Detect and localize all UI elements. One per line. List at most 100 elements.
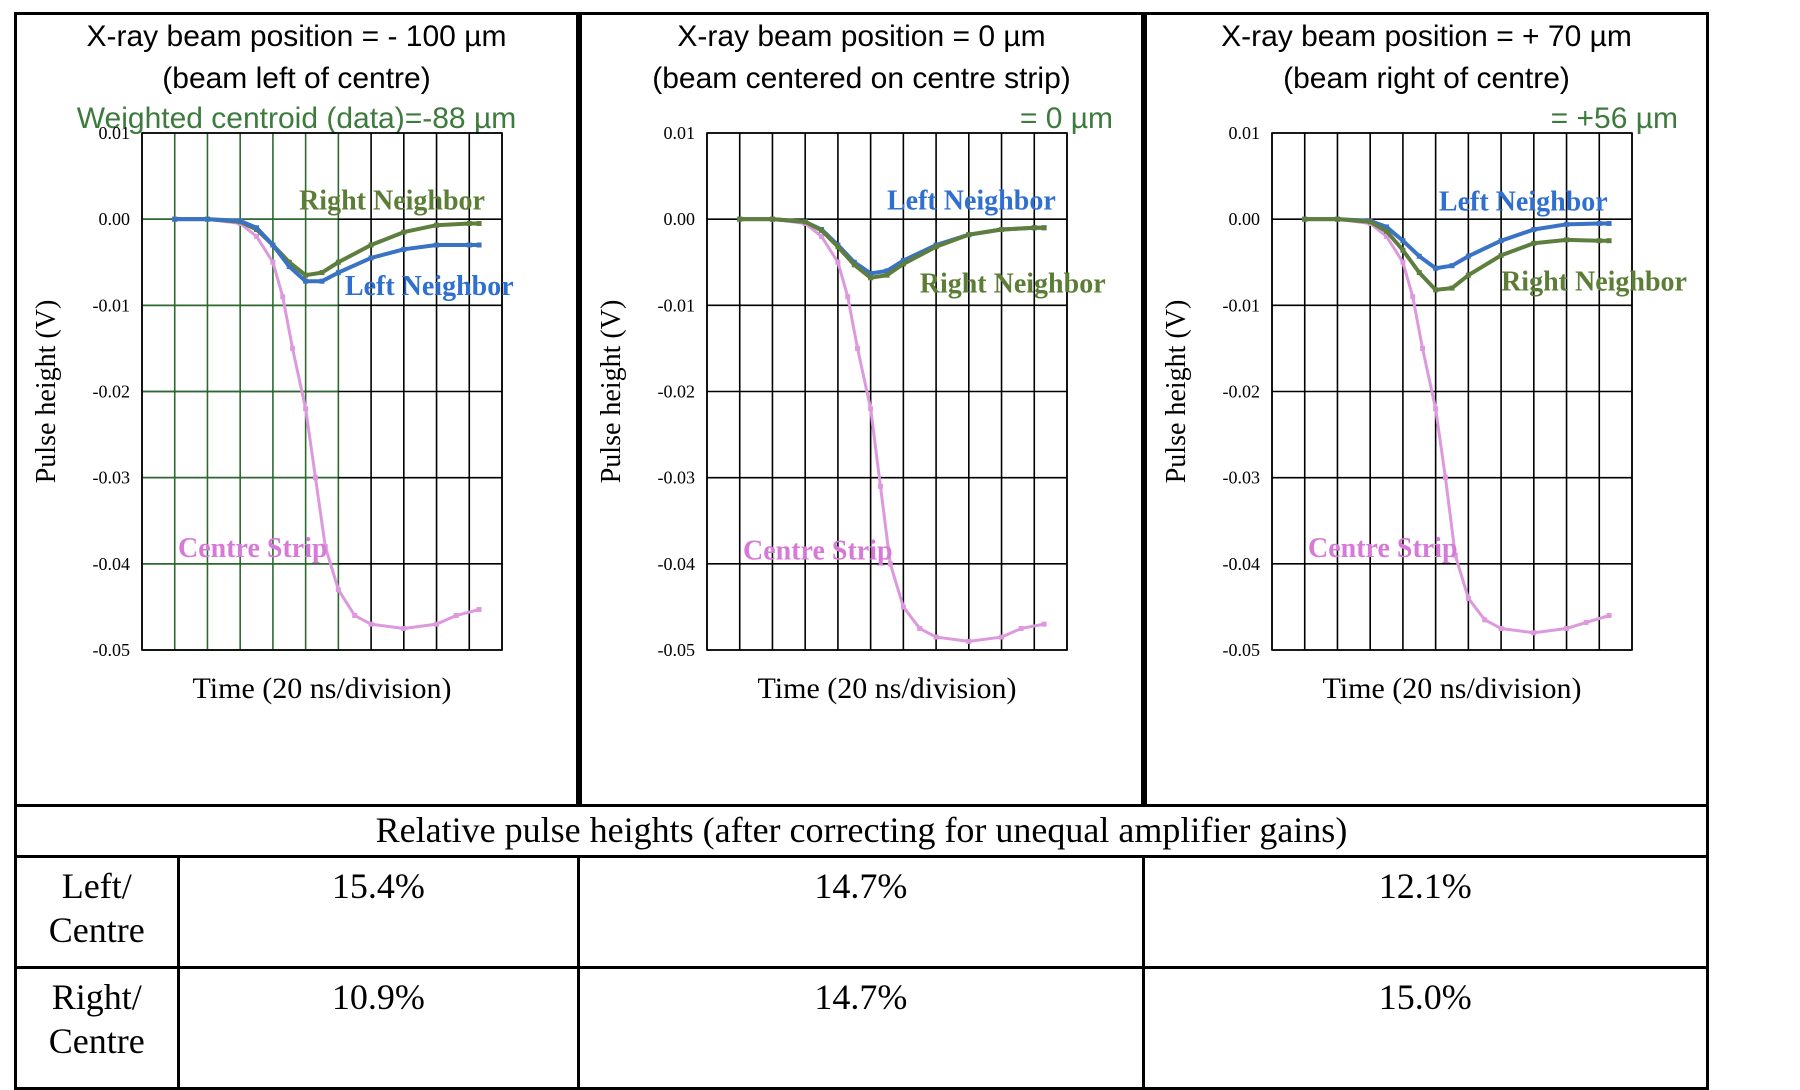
data-point xyxy=(737,216,743,222)
panel-centroid-text: = 0 µm xyxy=(1019,102,1113,135)
data-point xyxy=(254,233,260,239)
data-point xyxy=(835,259,841,265)
x-axis-label: Time (20 ns/division) xyxy=(1323,672,1582,705)
data-point xyxy=(1433,265,1439,271)
data-point xyxy=(1596,238,1602,244)
data-point xyxy=(476,242,482,248)
data-point xyxy=(368,255,374,261)
data-point xyxy=(1384,224,1390,230)
y-tick-label: 0.00 xyxy=(664,209,696,229)
table-row: Left/ Centre 15.4% 14.7% 12.1% xyxy=(14,855,1710,969)
table-cell: 14.7% xyxy=(577,966,1145,1090)
y-tick-label: 0.01 xyxy=(664,123,696,143)
y-tick-label: -0.02 xyxy=(93,382,131,402)
data-point xyxy=(476,607,482,613)
y-tick-label: 0.01 xyxy=(1229,123,1261,143)
y-tick-label: 0.01 xyxy=(99,123,131,143)
data-point xyxy=(401,246,407,252)
data-point xyxy=(1606,220,1612,226)
panel-header-line1: X-ray beam position = + 70 µm xyxy=(1221,20,1632,53)
panel-header-line2: (beam right of centre) xyxy=(1283,62,1570,95)
data-point xyxy=(1384,233,1390,239)
panel-header-line1: X-ray beam position = - 100 µm xyxy=(86,20,507,53)
y-axis-label: Pulse height (V) xyxy=(1161,300,1192,484)
data-point xyxy=(855,345,861,351)
data-point xyxy=(1384,228,1390,234)
data-point xyxy=(933,634,939,640)
data-point xyxy=(1416,270,1422,276)
panel-centroid-text: = +56 µm xyxy=(1550,102,1678,135)
data-point xyxy=(335,587,341,593)
data-point xyxy=(1531,227,1537,233)
data-point xyxy=(1416,253,1422,259)
data-point xyxy=(1433,406,1439,412)
y-tick-label: -0.02 xyxy=(658,382,696,402)
data-point xyxy=(286,264,292,270)
data-point xyxy=(1465,272,1471,278)
y-tick-label: -0.01 xyxy=(93,295,131,315)
data-point xyxy=(1531,240,1537,246)
series-line-left-neighbor xyxy=(1304,217,1610,271)
table-cell: 14.7% xyxy=(577,855,1145,969)
chart-panel-centre: X-ray beam position = 0 µm (beam centere… xyxy=(579,12,1144,807)
data-point xyxy=(1482,617,1488,623)
data-point xyxy=(1564,221,1570,227)
data-point xyxy=(312,475,318,481)
y-axis-label: Pulse height (V) xyxy=(596,300,627,484)
data-point xyxy=(335,270,341,276)
data-point xyxy=(1452,552,1458,558)
series-annotation: Left Neighbor xyxy=(1439,187,1608,218)
data-point xyxy=(466,242,472,248)
series-line-right-neighbor xyxy=(1304,217,1610,292)
panel-header-line2: (beam centered on centre strip) xyxy=(652,62,1071,95)
data-point xyxy=(401,625,407,631)
data-point xyxy=(303,278,309,284)
data-point xyxy=(322,544,328,550)
table-cell: 10.9% xyxy=(176,966,581,1090)
relative-pulse-table: Relative pulse heights (after correcting… xyxy=(14,804,1710,1090)
table-row: Right/ Centre 10.9% 14.7% 15.0% xyxy=(14,966,1710,1090)
data-point xyxy=(900,604,906,610)
data-point xyxy=(254,225,260,231)
plot-area-border xyxy=(141,132,503,651)
row-label-line2: Centre xyxy=(48,1021,145,1061)
data-point xyxy=(1334,216,1340,222)
plot-area-border xyxy=(706,132,1068,651)
series-annotation: Centre Strip xyxy=(1308,533,1458,564)
data-point xyxy=(401,229,407,235)
data-point xyxy=(819,233,825,239)
chart-panel-left: X-ray beam position = - 100 µm (beam lef… xyxy=(14,12,579,807)
y-tick-label: -0.03 xyxy=(658,468,696,488)
data-point xyxy=(1606,613,1612,619)
y-tick-label: -0.04 xyxy=(1223,554,1261,574)
y-tick-label: -0.03 xyxy=(1223,468,1261,488)
data-point xyxy=(303,272,309,278)
data-point xyxy=(368,621,374,627)
data-point xyxy=(172,216,178,222)
data-point xyxy=(1400,259,1406,265)
panel-centroid-text: Weighted centroid (data)=-88 µm xyxy=(76,102,517,135)
series-line-right-neighbor xyxy=(739,217,1045,280)
data-point xyxy=(1400,238,1406,244)
data-point xyxy=(1433,287,1439,293)
data-point xyxy=(280,294,286,300)
data-point xyxy=(270,242,276,248)
data-point xyxy=(835,244,841,250)
data-point xyxy=(434,621,440,627)
data-point xyxy=(1367,219,1373,225)
data-point xyxy=(1531,630,1537,636)
data-point xyxy=(237,218,243,224)
data-point xyxy=(1420,345,1426,351)
data-point xyxy=(1564,625,1570,631)
data-point xyxy=(868,406,874,412)
data-point xyxy=(1583,619,1589,625)
data-point xyxy=(900,261,906,267)
data-point xyxy=(1400,247,1406,253)
data-point xyxy=(1498,238,1504,244)
data-point xyxy=(966,232,972,238)
x-axis-label: Time (20 ns/division) xyxy=(193,672,452,705)
data-point xyxy=(368,242,374,248)
data-point xyxy=(286,259,292,265)
data-point xyxy=(290,345,296,351)
data-point xyxy=(453,613,459,619)
